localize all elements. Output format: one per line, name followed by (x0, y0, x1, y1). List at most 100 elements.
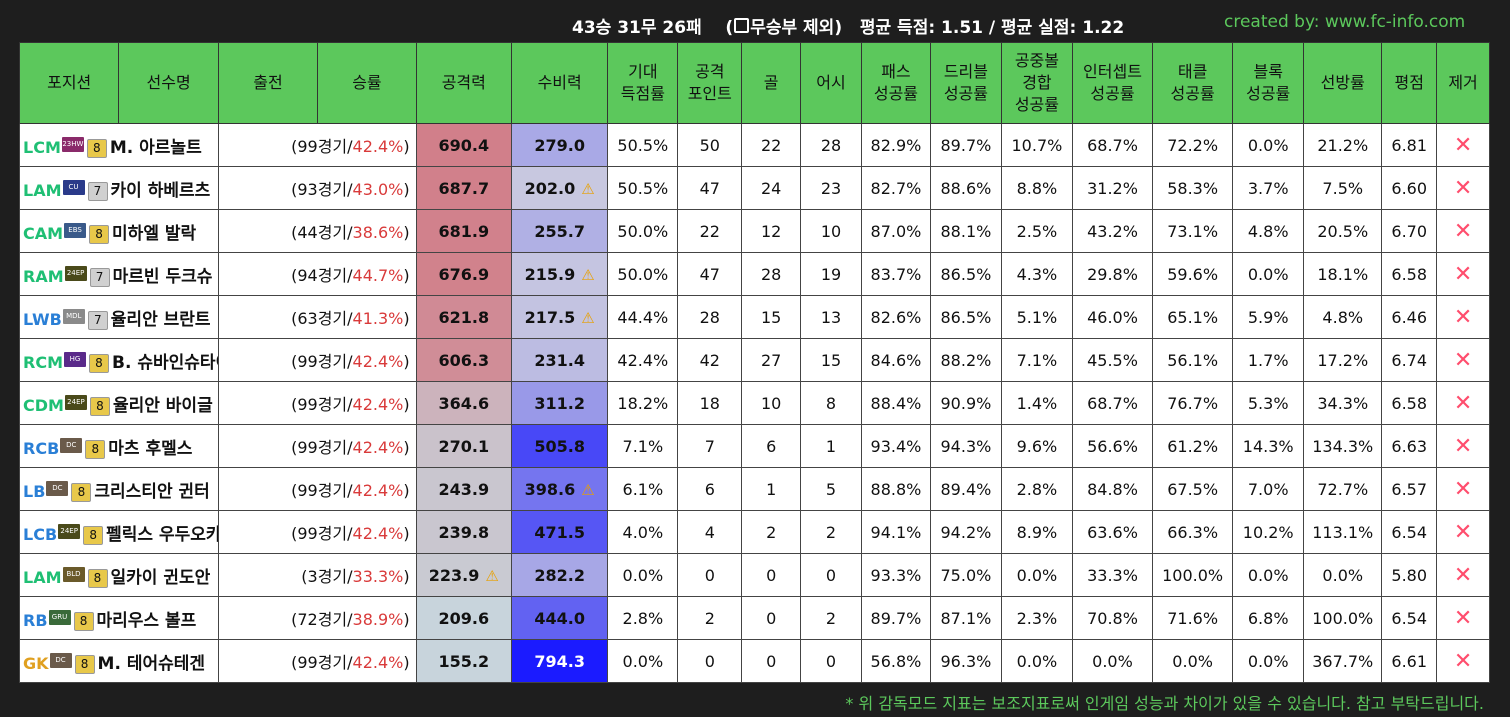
header-tackle[interactable]: 태클 성공률 (1152, 42, 1234, 124)
warning-icon: ⚠ (581, 480, 595, 499)
player-cell[interactable]: CDM 24EP 8 율리안 바이글 (19, 381, 219, 425)
assists-cell: 5 (800, 467, 862, 511)
games-suffix: 경기/ (317, 524, 353, 543)
remove-player-x-icon[interactable]: ✕ (1453, 261, 1473, 287)
player-stats-table-wrap: 포지션 선수명 출전 승률 공격력 수비력 기대 득점률 공격 포인트 골 어시 패… (18, 42, 1490, 683)
player-cell[interactable]: RCB DC 8 마츠 후멜스 (19, 424, 219, 468)
goals-cell: 0 (741, 639, 802, 683)
player-cell[interactable]: LAM BLD 8 일카이 귄도안 (19, 553, 219, 597)
header-goals[interactable]: 골 (741, 42, 802, 124)
xg-cell: 4.0% (607, 510, 679, 554)
winrate-value: 44.7% (352, 266, 404, 285)
defense-cell: 255.7 (510, 209, 609, 253)
block-cell: 14.3% (1232, 424, 1305, 468)
remove-player-x-icon[interactable]: ✕ (1453, 390, 1473, 416)
games-count: 93 (297, 180, 318, 199)
attack-points-cell: 0 (677, 639, 743, 683)
player-name: 율리안 브란트 (110, 309, 211, 330)
games-winrate-cell: (94경기/44.7%) (217, 252, 417, 296)
rating-cell: 6.46 (1381, 295, 1438, 339)
season-badge-icon: DC (49, 652, 72, 668)
player-cell[interactable]: RAM 24EP 7 마르빈 두크슈 (19, 252, 219, 296)
player-cell[interactable]: LAM CU 7 카이 하베르츠 (19, 166, 219, 210)
player-cell[interactable]: GK DC 8 M. 테어슈테겐 (19, 639, 219, 683)
header-winrate[interactable]: 승률 (317, 42, 417, 124)
header-pass[interactable]: 패스 성공률 (860, 42, 931, 124)
attack-points-cell: 7 (677, 424, 743, 468)
header-name[interactable]: 선수명 (118, 42, 219, 124)
remove-player-x-icon[interactable]: ✕ (1453, 648, 1473, 674)
header-attack[interactable]: 공격력 (415, 42, 512, 124)
remove-player-x-icon[interactable]: ✕ (1453, 433, 1473, 459)
position-label: GK (23, 653, 49, 673)
aerial-cell: 2.3% (1000, 596, 1073, 640)
remove-player-x-icon[interactable]: ✕ (1453, 347, 1473, 373)
remove-player-x-icon[interactable]: ✕ (1453, 519, 1473, 545)
attack-cell: 223.9 ⚠ (415, 553, 512, 597)
pass-cell: 84.6% (860, 338, 931, 382)
save-cell: 100.0% (1303, 596, 1383, 640)
goals-cell: 15 (741, 295, 802, 339)
header-assists[interactable]: 어시 (800, 42, 862, 124)
games-winrate-cell: (99경기/42.4%) (217, 338, 417, 382)
winrate-value: 42.4% (352, 395, 404, 414)
header-dribble[interactable]: 드리블 성공률 (929, 42, 1002, 124)
attack-cell: 621.8 (415, 295, 512, 339)
remove-player-x-icon[interactable]: ✕ (1453, 175, 1473, 201)
attack-cell: 155.2 (415, 639, 512, 683)
remove-player-x-icon[interactable]: ✕ (1453, 476, 1473, 502)
player-cell[interactable]: LB DC 8 크리스티안 귄터 (19, 467, 219, 511)
attack-value: 676.9 (438, 264, 490, 284)
player-cell[interactable]: CAM EBS 8 미하엘 발락 (19, 209, 219, 253)
header-xg[interactable]: 기대 득점률 (607, 42, 679, 124)
defense-value: 202.0 (524, 178, 576, 198)
assists-cell: 2 (800, 510, 862, 554)
remove-cell: ✕ (1436, 424, 1490, 468)
assists-cell: 2 (800, 596, 862, 640)
pass-cell: 82.6% (860, 295, 931, 339)
player-cell[interactable]: RB GRU 8 마리우스 볼프 (19, 596, 219, 640)
save-cell: 34.3% (1303, 381, 1383, 425)
games-count: 99 (297, 438, 318, 457)
attack-value: 155.2 (438, 651, 490, 671)
header-block[interactable]: 블록 성공률 (1232, 42, 1305, 124)
goals-cell: 28 (741, 252, 802, 296)
pass-cell: 89.7% (860, 596, 931, 640)
save-cell: 7.5% (1303, 166, 1383, 210)
player-cell[interactable]: LWB MDL 7 율리안 브란트 (19, 295, 219, 339)
games-count: 63 (297, 309, 318, 328)
header-games[interactable]: 출전 (217, 42, 319, 124)
attack-points-cell: 28 (677, 295, 743, 339)
games-winrate-cell: (99경기/42.4%) (217, 510, 417, 554)
header-attack-points[interactable]: 공격 포인트 (677, 42, 743, 124)
remove-player-x-icon[interactable]: ✕ (1453, 562, 1473, 588)
games-winrate-cell: (99경기/42.4%) (217, 467, 417, 511)
player-cell[interactable]: LCM23HW 8 M. 아르놀트 (19, 123, 219, 167)
header-defense[interactable]: 수비력 (510, 42, 609, 124)
remove-player-x-icon[interactable]: ✕ (1453, 218, 1473, 244)
remove-player-x-icon[interactable]: ✕ (1453, 132, 1473, 158)
defense-cell: 279.0 (510, 123, 609, 167)
dribble-cell: 90.9% (929, 381, 1002, 425)
defense-value: 444.0 (534, 608, 585, 628)
remove-player-x-icon[interactable]: ✕ (1453, 605, 1473, 631)
winrate-value: 41.3% (352, 309, 404, 328)
header-intercept[interactable]: 인터셉트 성공률 (1071, 42, 1154, 124)
header-aerial[interactable]: 공중볼 경합 성공률 (1000, 42, 1073, 124)
defense-cell: 444.0 (510, 596, 609, 640)
winrate-value: 42.4% (352, 438, 404, 457)
intercept-cell: 63.6% (1071, 510, 1154, 554)
attack-cell: 606.3 (415, 338, 512, 382)
player-name: 마리우스 볼프 (96, 610, 197, 631)
intercept-cell: 46.0% (1071, 295, 1154, 339)
season-badge-icon: 24EP (64, 265, 87, 281)
games-suffix: 경기/ (317, 223, 353, 242)
remove-player-x-icon[interactable]: ✕ (1453, 304, 1473, 330)
draw-exclusion-checkbox[interactable] (734, 18, 750, 33)
header-rating[interactable]: 평점 (1381, 42, 1438, 124)
header-save[interactable]: 선방률 (1303, 42, 1383, 124)
games-count: 99 (297, 137, 318, 156)
header-position[interactable]: 포지션 (18, 42, 120, 124)
